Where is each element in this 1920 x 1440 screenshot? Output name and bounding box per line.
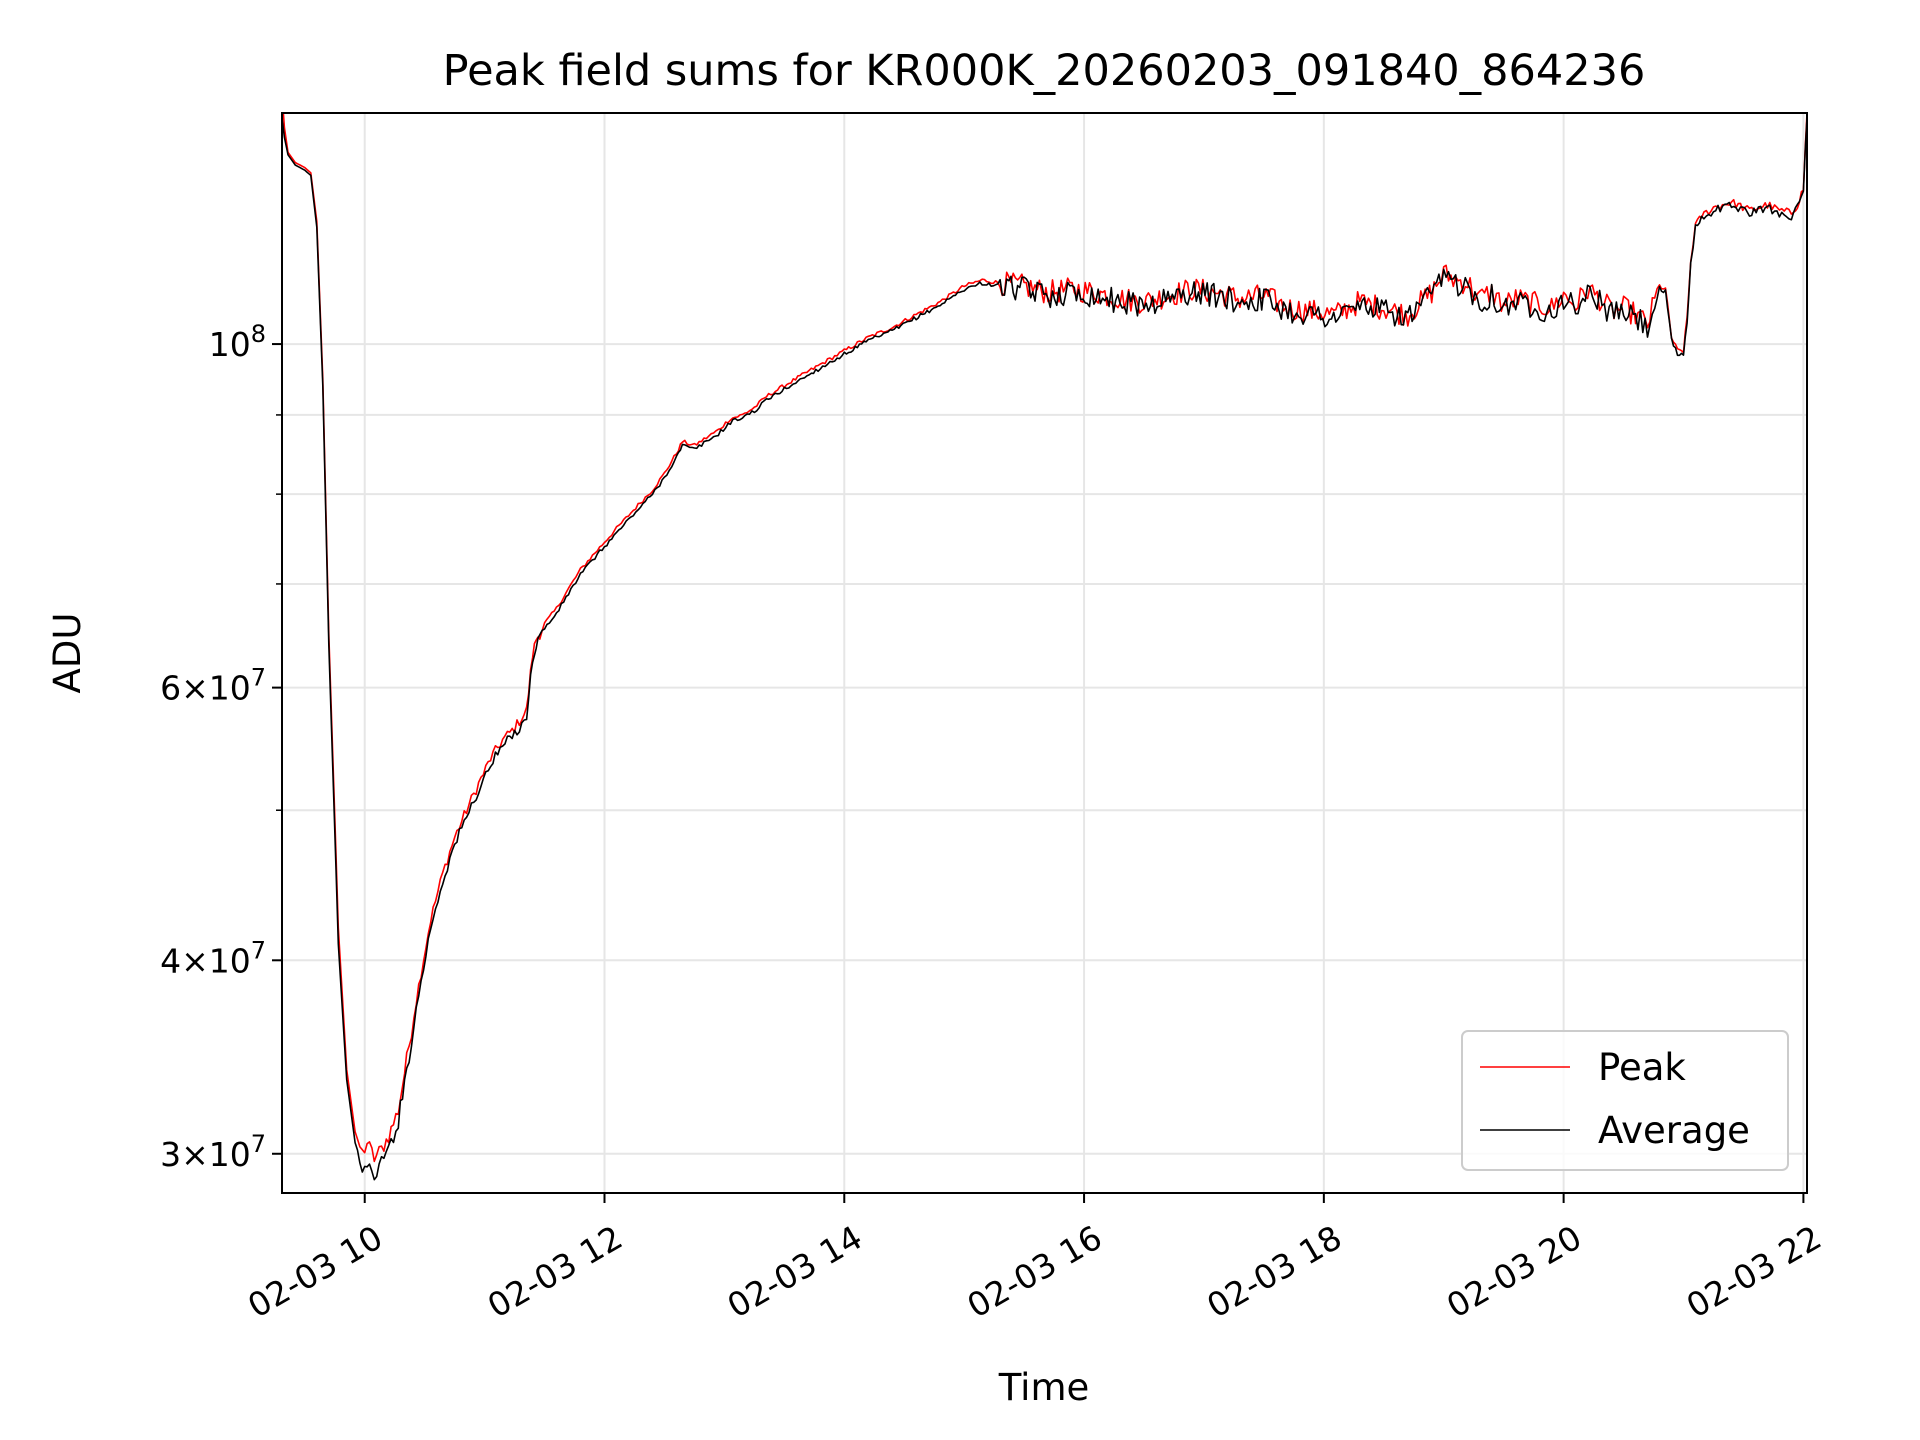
- legend-peak-label: Peak: [1598, 1046, 1686, 1089]
- y-axis-label: ADU: [46, 613, 89, 694]
- y-tick-ten: 10: [209, 941, 251, 980]
- series-line-peak: [282, 113, 1807, 1163]
- y-tick-ten: 10: [209, 669, 251, 708]
- legend-box: [1461, 1030, 1789, 1171]
- y-tick-exponent: 7: [251, 1130, 266, 1158]
- y-tick-label: 3×107: [160, 1130, 266, 1174]
- y-tick-label: 6×107: [160, 664, 266, 708]
- y-tick-base: 6: [160, 669, 181, 708]
- y-tick-exponent: 7: [251, 936, 266, 964]
- y-tick-label: 108: [209, 320, 266, 364]
- y-tick-base: 3: [160, 1135, 181, 1174]
- y-tick-ten: 10: [209, 325, 251, 364]
- y-tick-base: 4: [160, 941, 181, 980]
- series-line-average: [282, 117, 1807, 1181]
- y-tick-times: ×: [181, 669, 209, 708]
- y-tick-exponent: 7: [251, 664, 266, 692]
- legend-average-label: Average: [1598, 1109, 1750, 1152]
- y-tick-exponent: 8: [251, 320, 266, 348]
- axes-frame: [281, 112, 1808, 1194]
- y-tick-ten: 10: [209, 1135, 251, 1174]
- series-lines: [282, 113, 1807, 1181]
- y-tick-times: ×: [181, 941, 209, 980]
- y-tick-times: ×: [181, 1135, 209, 1174]
- chart-title: Peak field sums for KR000K_20260203_0918…: [443, 46, 1646, 96]
- x-axis-label: Time: [998, 1366, 1090, 1409]
- legend: Peak Average: [1461, 1030, 1789, 1171]
- y-tick-label: 4×107: [160, 936, 266, 980]
